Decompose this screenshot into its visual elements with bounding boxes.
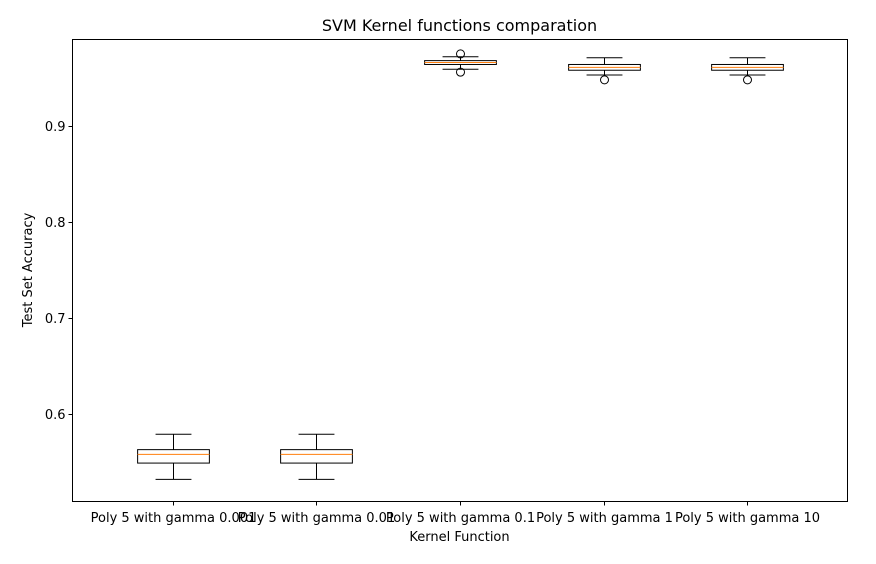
x-tick-label: Poly 5 with gamma 0.001 [91, 511, 257, 526]
chart-title: SVM Kernel functions comparation [322, 16, 597, 35]
box-group [137, 433, 210, 480]
box-group [568, 57, 641, 85]
y-tick-label: 0.6 [45, 408, 66, 423]
box-iqr [137, 449, 210, 464]
x-tick-label: Poly 5 with gamma 10 [675, 511, 820, 526]
x-tick-label: Poly 5 with gamma 1 [536, 511, 673, 526]
y-tick-label: 0.7 [45, 312, 66, 327]
y-tick-label: 0.9 [45, 120, 66, 135]
box-group [424, 49, 497, 77]
x-axis-label: Kernel Function [409, 530, 509, 545]
outlier-point [456, 67, 465, 77]
x-tick-label: Poly 5 with gamma 0.1 [386, 511, 535, 526]
x-tick-label: Poly 5 with gamma 0.01 [238, 511, 395, 526]
box-group [711, 57, 784, 85]
y-tick-label: 0.8 [45, 216, 66, 231]
y-axis: 0.6 0.7 0.8 0.9 [45, 120, 73, 423]
y-axis-label: Test Set Accuracy [21, 212, 36, 328]
box-series [137, 49, 784, 480]
box-iqr [280, 449, 353, 464]
box-group [280, 433, 353, 480]
plot-area-frame [72, 39, 848, 502]
outlier-point [456, 49, 465, 59]
outlier-point [600, 75, 609, 85]
outlier-point [743, 75, 752, 85]
